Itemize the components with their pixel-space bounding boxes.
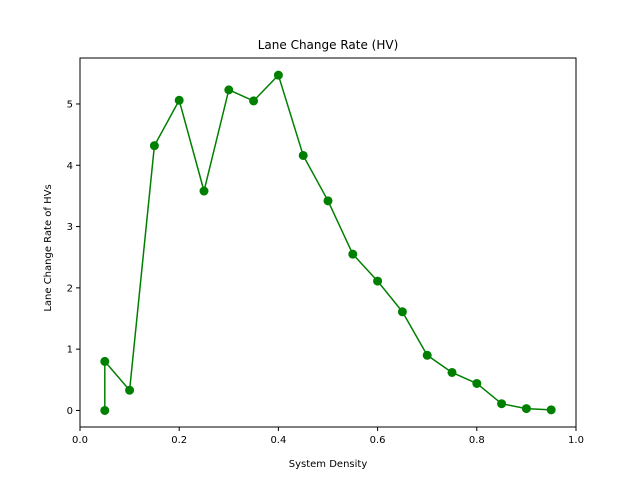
- data-point: [199, 186, 209, 196]
- y-tick-label: 5: [67, 99, 73, 110]
- x-tick-label: 1.0: [568, 435, 584, 446]
- data-point: [422, 350, 432, 360]
- y-tick-label: 3: [67, 222, 73, 233]
- data-point: [497, 399, 507, 409]
- data-point: [323, 196, 333, 206]
- chart-title: Lane Change Rate (HV): [258, 38, 399, 52]
- data-point: [100, 405, 110, 415]
- x-tick-label: 0.0: [72, 435, 88, 446]
- y-tick-label: 2: [67, 283, 73, 294]
- x-tick-label: 0.2: [171, 435, 187, 446]
- data-point: [521, 404, 531, 414]
- data-point: [174, 95, 184, 105]
- data-point: [100, 356, 110, 366]
- series-line: [104, 74, 552, 411]
- data-point: [298, 150, 308, 160]
- data-point: [125, 385, 135, 395]
- plot-area: 0.0 0.2 0.4 0.6 0.8 1.0 0 1 2 3 4 5: [67, 57, 584, 446]
- data-point: [397, 307, 407, 317]
- data-point: [447, 367, 457, 377]
- data-point: [348, 249, 358, 259]
- x-tick-label: 0.4: [270, 435, 286, 446]
- data-point: [249, 96, 259, 106]
- y-axis-label: Lane Change Rate of HVs: [43, 184, 54, 311]
- data-point: [373, 276, 383, 286]
- y-tick-label: 4: [67, 161, 73, 172]
- plot-frame: [79, 57, 577, 428]
- data-point: [546, 405, 556, 415]
- data-point: [224, 85, 234, 95]
- data-point: [149, 141, 159, 151]
- x-axis-label: System Density: [289, 459, 368, 470]
- x-tick-label: 0.6: [370, 435, 386, 446]
- y-tick-label: 0: [67, 406, 73, 417]
- y-tick-label: 1: [67, 345, 73, 356]
- x-tick-label: 0.8: [469, 435, 485, 446]
- data-point: [472, 378, 482, 388]
- data-point: [273, 70, 283, 80]
